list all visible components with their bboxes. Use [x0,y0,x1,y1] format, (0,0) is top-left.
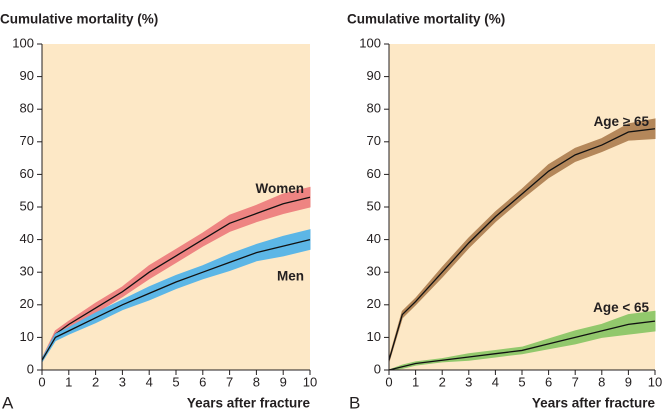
y-tick-label: 0 [27,361,34,376]
series-line [41,196,311,361]
x-tick-label: 3 [465,374,472,389]
y-tick-label: 70 [20,133,34,148]
x-tick-label: 6 [199,374,206,389]
x-tick-label: 9 [625,374,632,389]
y-tick-label: 80 [367,101,381,116]
x-tick-label: 5 [518,374,525,389]
x-tick-label: 8 [598,374,605,389]
y-tick-label: 30 [20,264,34,279]
y-tick-label: 60 [367,166,381,181]
x-tick-label: 5 [172,374,179,389]
y-tick-label: 10 [367,329,381,344]
x-tick-label: 6 [545,374,552,389]
y-tick-label: 20 [367,296,381,311]
panel-label: A [2,393,14,412]
y-tick-label: 20 [20,296,34,311]
series-label: Men [277,268,304,283]
y-tick-label: 40 [367,231,381,246]
y-tick-label: 90 [367,68,381,83]
plot-background [389,44,655,370]
x-tick-label: 4 [492,374,499,389]
x-tick-label: 7 [572,374,579,389]
x-tick-label: 4 [146,374,153,389]
series-line [388,128,656,361]
confidence-band [388,118,656,362]
x-axis-title: Years after fracture [187,396,311,411]
x-tick-label: 1 [65,374,72,389]
y-tick-label: 10 [20,329,34,344]
x-tick-label: 3 [119,374,126,389]
y-tick-label: 60 [20,166,34,181]
x-tick-label: 2 [439,374,446,389]
x-tick-label: 0 [385,374,392,389]
y-tick-label: 100 [359,35,381,50]
series-label: Age < 65 [593,300,649,315]
y-tick-label: 50 [367,198,381,213]
y-tick-label: 90 [20,68,34,83]
y-axis-title: Cumulative mortality (%) [0,12,158,27]
y-tick-label: 40 [20,231,34,246]
panel-label: B [349,393,360,412]
y-tick-label: 100 [12,35,34,50]
y-tick-label: 0 [374,361,381,376]
x-tick-label: 7 [226,374,233,389]
x-tick-label: 8 [253,374,260,389]
x-tick-label: 1 [412,374,419,389]
x-tick-label: 10 [648,374,662,389]
y-tick-label: 30 [367,264,381,279]
y-tick-label: 70 [367,133,381,148]
confidence-band [41,229,311,364]
x-tick-label: 9 [280,374,287,389]
x-tick-label: 2 [92,374,99,389]
y-tick-label: 80 [20,101,34,116]
x-tick-label: 0 [38,374,45,389]
series-line [41,238,311,361]
y-axis-title: Cumulative mortality (%) [347,12,505,27]
x-axis-title: Years after fracture [532,396,656,411]
series-label: Age ≥ 65 [594,114,650,129]
series-label: Women [255,181,304,196]
series-line [388,320,656,371]
x-tick-label: 10 [303,374,317,389]
y-tick-label: 50 [20,198,34,213]
